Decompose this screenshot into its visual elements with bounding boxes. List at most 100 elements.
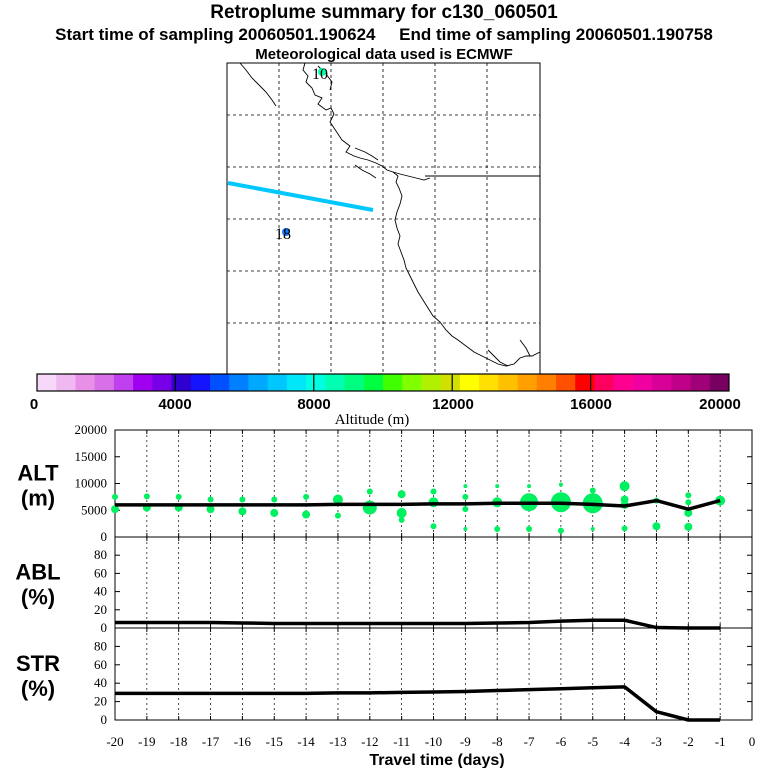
y-tick-label: 0: [101, 712, 108, 727]
x-tick-label: -2: [683, 734, 694, 749]
x-tick-label: -14: [297, 734, 315, 749]
marker-10-label: 10: [312, 66, 328, 83]
colorbar-tick-labels: 0 4000 8000 12000 16000 20000: [30, 396, 741, 413]
plume-point: [619, 481, 630, 492]
y-tick-label: 40: [94, 675, 107, 690]
panel-abl: 0 20 40 60 80 ABL(%): [15, 536, 753, 635]
colorbar-tick: 4000: [158, 396, 191, 413]
plume-point: [527, 484, 532, 489]
time-series-panels: 05000100001500020000ALT(m)020406080ABL(%…: [15, 422, 755, 749]
plume-point: [302, 510, 311, 519]
colorbar-tick: 16000: [570, 396, 612, 413]
flight-track-line: [227, 181, 374, 212]
series-line: [115, 498, 721, 511]
x-tick-label: -9: [460, 734, 471, 749]
plume-point: [303, 493, 310, 500]
y-tick-label: 0: [101, 529, 108, 544]
plume-point: [557, 527, 564, 534]
colorbar-swatch: [402, 374, 422, 391]
x-tick-label: -13: [329, 734, 346, 749]
colorbar-swatch: [479, 374, 499, 391]
plume-point: [430, 523, 437, 530]
colorbar-swatch: [94, 374, 115, 391]
x-tick-label: -19: [138, 734, 155, 749]
panel-unit: (m): [21, 486, 55, 511]
colorbar-swatch: [421, 374, 442, 391]
colorbar-swatch: [652, 374, 672, 391]
plume-point: [495, 484, 500, 489]
colorbar-swatch: [133, 374, 153, 391]
plume-point: [396, 507, 407, 518]
plume-point: [271, 496, 278, 503]
panel-str: 0 20 40 60 80 STR(%): [16, 627, 753, 727]
plot-title: Retroplume summary for c130_060501: [210, 2, 558, 23]
y-tick-label: 80: [94, 638, 107, 653]
plume-point: [685, 499, 692, 506]
plume-point: [239, 496, 246, 503]
met-data-line: Meteorological data used is ECMWF: [255, 46, 513, 63]
y-tick-label: 20: [94, 602, 107, 617]
colorbar-swatch: [344, 374, 365, 391]
y-tick-label: 5000: [81, 502, 107, 517]
x-tick-label: -5: [587, 734, 598, 749]
panel-label: STR: [16, 651, 60, 676]
x-tick-label: -6: [555, 734, 566, 749]
colorbar-tick: 8000: [297, 396, 330, 413]
y-tick-label: 60: [94, 565, 107, 580]
plume-point: [143, 493, 150, 500]
colorbar-swatch: [286, 374, 307, 391]
plume-point: [652, 522, 661, 531]
plume-point: [589, 487, 596, 494]
plume-point: [111, 505, 119, 514]
plume-point: [590, 526, 595, 531]
colorbar-swatch: [517, 374, 538, 391]
plume-point: [463, 484, 468, 489]
x-tick-label: -15: [266, 734, 283, 749]
x-tick-label: -11: [393, 734, 410, 749]
colorbar-swatch: [229, 374, 249, 391]
colorbar-tick: 0: [30, 396, 38, 413]
colorbar-swatch: [248, 374, 269, 391]
plume-point: [332, 494, 343, 505]
colorbar-swatch: [113, 374, 134, 391]
x-tick-label: -7: [524, 734, 535, 749]
x-tick-label: -1: [715, 734, 726, 749]
marker-18-dot: [282, 228, 290, 236]
y-tick-label: 60: [94, 657, 107, 672]
panel-unit: (%): [21, 585, 55, 610]
colorbar-swatch: [440, 374, 461, 391]
plume-point: [430, 488, 437, 495]
colorbar-swatch: [267, 374, 288, 391]
colorbar-swatch: [556, 374, 576, 391]
plume-point: [462, 506, 469, 513]
y-tick-label: 80: [94, 547, 107, 562]
altitude-colorbar: [36, 373, 730, 392]
plume-point: [494, 525, 501, 532]
colorbar-swatch: [459, 374, 480, 391]
x-tick-label: -3: [651, 734, 662, 749]
x-tick-label: 0: [749, 734, 756, 749]
colorbar-swatch: [171, 374, 192, 391]
plume-point: [175, 493, 182, 500]
colorbar-swatch: [690, 374, 711, 391]
plume-point: [685, 492, 692, 499]
colorbar-label: Altitude (m): [335, 412, 410, 428]
colorbar-swatch: [325, 374, 346, 391]
colorbar-swatch: [152, 374, 173, 391]
colorbar-swatch: [306, 374, 326, 391]
plume-point: [206, 505, 215, 514]
series-line: [115, 685, 721, 722]
start-time-text: Start time of sampling 20060501.190624: [55, 25, 376, 44]
colorbar-swatch: [75, 374, 96, 391]
plume-point: [621, 525, 628, 532]
plume-point: [334, 512, 341, 519]
sampling-times-line: Start time of sampling 20060501.190624 E…: [0, 25, 768, 45]
colorbar-tick: 12000: [432, 396, 474, 413]
y-tick-label: 15000: [75, 449, 108, 464]
y-tick-label: 0: [101, 620, 108, 635]
colorbar-frame: [36, 373, 730, 392]
end-time-text: End time of sampling 20060501.190758: [399, 25, 713, 44]
colorbar-swatch: [594, 374, 615, 391]
colorbar-swatch: [709, 374, 730, 391]
panel-label: ABL: [15, 560, 60, 585]
